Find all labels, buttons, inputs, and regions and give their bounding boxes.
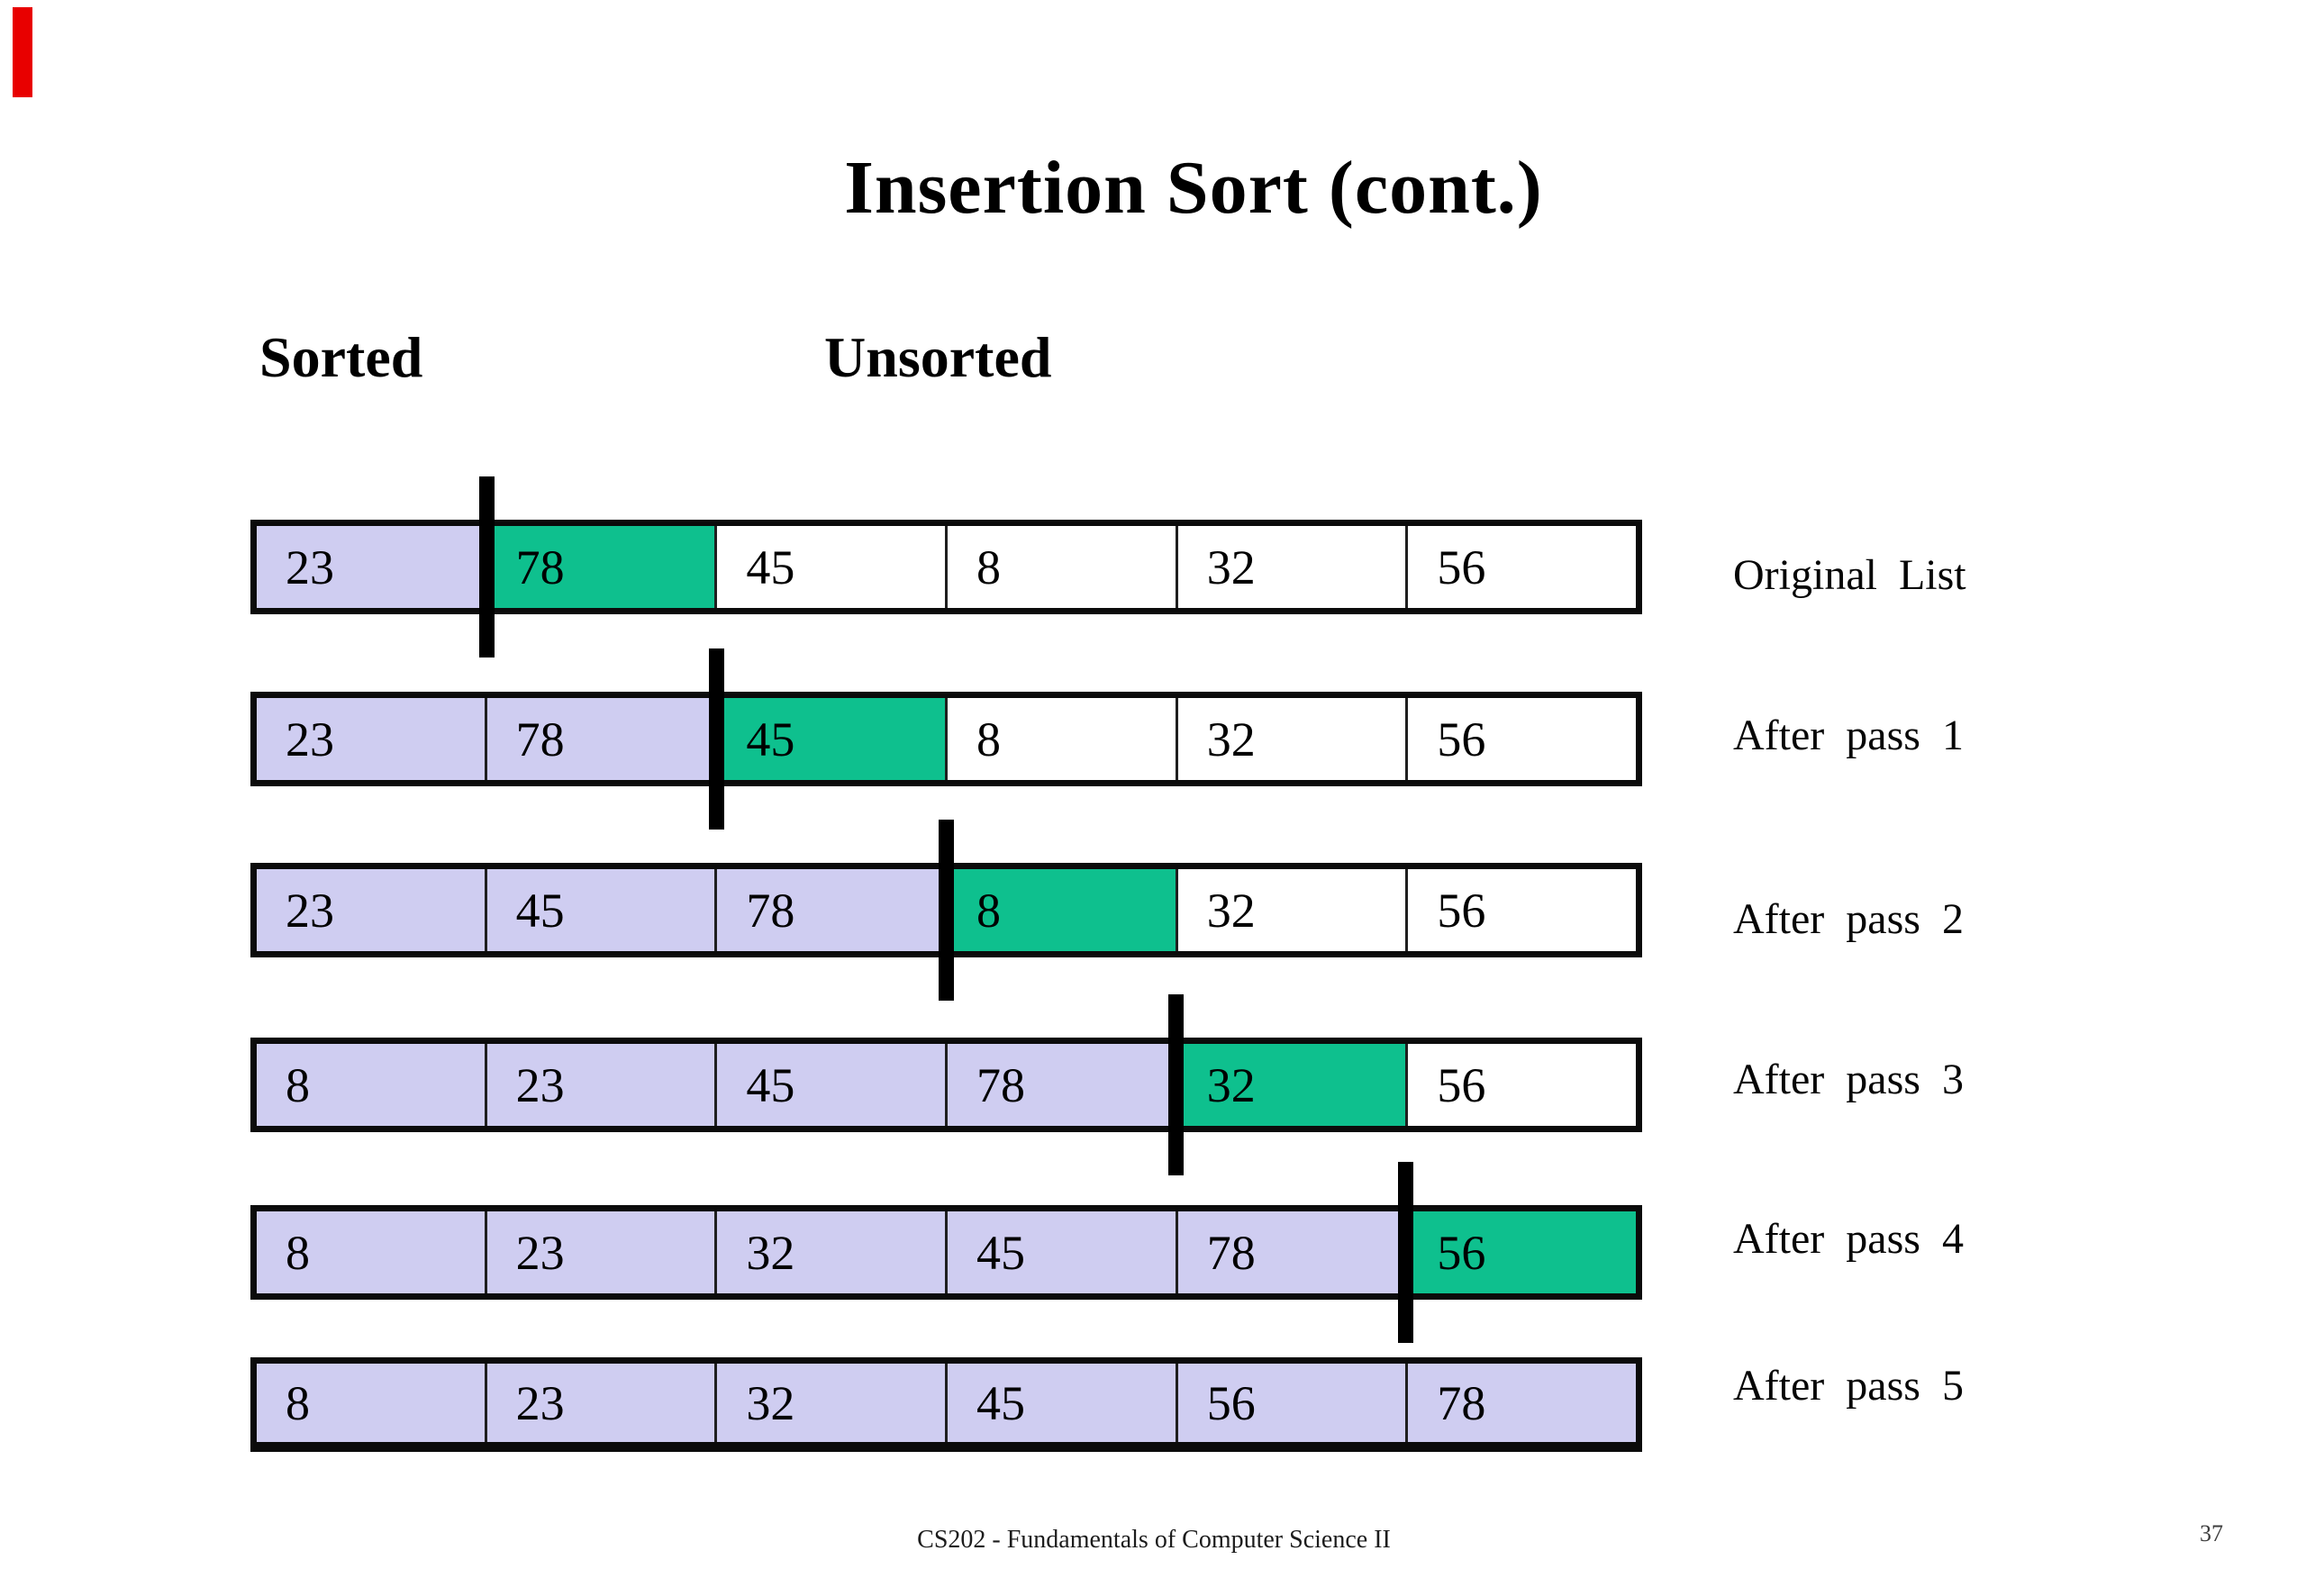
unsorted-heading: Unsorted <box>824 325 1052 389</box>
array-cell: 8 <box>257 1044 487 1126</box>
array-cell: 23 <box>257 698 487 780</box>
cell-value: 32 <box>746 1225 795 1280</box>
row-label: After pass 3 <box>1733 1056 1964 1103</box>
cell-value: 45 <box>515 883 565 938</box>
cell-value: 78 <box>976 1057 1026 1112</box>
array-cell: 8 <box>257 1211 487 1293</box>
cell-value: 45 <box>746 540 795 594</box>
array-cell: 8 <box>257 1364 487 1442</box>
array-cell: 56 <box>1408 869 1637 951</box>
cell-value: 78 <box>1206 1225 1256 1280</box>
cell-value: 45 <box>746 712 795 766</box>
array-cell: 56 <box>1408 698 1637 780</box>
row-label: After pass 1 <box>1733 712 1964 759</box>
array-cell: 56 <box>1408 1044 1637 1126</box>
array-cell: 78 <box>717 869 949 951</box>
cell-value: 23 <box>286 712 334 766</box>
cell-value: 32 <box>1206 712 1256 766</box>
cell-value: 8 <box>286 1375 310 1430</box>
cell-value: 78 <box>515 540 565 594</box>
page-number: 37 <box>2200 1520 2223 1546</box>
cell-value: 23 <box>515 1375 565 1430</box>
red-corner-marker <box>13 7 32 97</box>
cell-value: 23 <box>515 1057 565 1112</box>
array-cell: 45 <box>717 526 949 608</box>
cell-value: 45 <box>976 1375 1026 1430</box>
slide-title: Insertion Sort (cont.) <box>844 146 1543 231</box>
array-cell: 45 <box>948 1364 1178 1442</box>
array-cell: 8 <box>948 698 1178 780</box>
row-label: After pass 4 <box>1733 1215 1964 1263</box>
sorted-heading: Sorted <box>259 325 423 389</box>
sorted-unsorted-divider-marker <box>1168 994 1185 1175</box>
cell-value: 32 <box>1206 883 1256 938</box>
array-cell: 23 <box>257 869 487 951</box>
cell-value: 8 <box>286 1057 310 1112</box>
row-label: Original List <box>1733 551 1966 599</box>
array-cell: 45 <box>948 1211 1178 1293</box>
sorted-unsorted-divider-marker <box>1398 1162 1414 1343</box>
cell-value: 23 <box>286 540 334 594</box>
array-cell: 78 <box>486 526 718 608</box>
array-cell: 23 <box>486 1044 718 1126</box>
array-cell: 32 <box>1177 1044 1409 1126</box>
array-cell: 45 <box>486 869 718 951</box>
array-cell: 32 <box>717 1211 949 1293</box>
array-cell: 56 <box>1177 1364 1409 1442</box>
cell-value: 32 <box>1206 1057 1256 1112</box>
array-row: 8 23 32 45 56 78 <box>250 1357 1642 1452</box>
array-row: 8 23 45 78 32 56 <box>250 1038 1642 1132</box>
sorted-unsorted-divider-marker <box>708 648 724 830</box>
cell-value: 32 <box>746 1375 795 1430</box>
array-cell: 78 <box>1408 1364 1637 1442</box>
array-row: 8 23 32 45 78 56 <box>250 1205 1642 1300</box>
cell-value: 23 <box>286 883 334 938</box>
array-cell: 45 <box>717 1044 949 1126</box>
array-cell: 32 <box>1177 698 1409 780</box>
array-cell: 78 <box>948 1044 1178 1126</box>
array-cell: 56 <box>1408 526 1637 608</box>
row-label: After pass 5 <box>1733 1362 1964 1410</box>
cell-value: 32 <box>1206 540 1256 594</box>
array-cell: 56 <box>1408 1211 1637 1293</box>
cell-value: 45 <box>746 1057 795 1112</box>
array-cell: 8 <box>948 869 1178 951</box>
cell-value: 56 <box>1437 712 1486 766</box>
array-cell: 23 <box>257 526 487 608</box>
footer-text: CS202 - Fundamentals of Computer Science… <box>917 1526 1391 1554</box>
array-cell: 23 <box>486 1364 718 1442</box>
sorted-unsorted-divider-marker <box>939 820 954 1001</box>
array-cell: 32 <box>717 1364 949 1442</box>
array-row: 23 78 45 8 32 56 <box>250 520 1642 614</box>
cell-value: 8 <box>286 1225 310 1280</box>
row-label: After pass 2 <box>1733 895 1964 943</box>
cell-value: 23 <box>515 1225 565 1280</box>
array-cell: 8 <box>948 526 1178 608</box>
cell-value: 78 <box>746 883 795 938</box>
array-cell: 45 <box>717 698 949 780</box>
cell-value: 56 <box>1437 883 1486 938</box>
cell-value: 8 <box>976 712 1002 766</box>
cell-value: 78 <box>1437 1375 1486 1430</box>
cell-value: 56 <box>1437 1057 1486 1112</box>
array-row: 23 78 45 8 32 56 <box>250 692 1642 786</box>
cell-value: 56 <box>1206 1375 1256 1430</box>
cell-value: 78 <box>515 712 565 766</box>
sorted-unsorted-divider-marker <box>478 476 495 657</box>
array-cell: 78 <box>486 698 718 780</box>
array-cell: 23 <box>486 1211 718 1293</box>
cell-value: 8 <box>976 883 1002 938</box>
array-cell: 78 <box>1177 1211 1409 1293</box>
cell-value: 56 <box>1437 540 1486 594</box>
cell-value: 45 <box>976 1225 1026 1280</box>
cell-value: 56 <box>1437 1225 1486 1280</box>
array-cell: 32 <box>1177 526 1409 608</box>
cell-value: 8 <box>976 540 1002 594</box>
array-cell: 32 <box>1177 869 1409 951</box>
